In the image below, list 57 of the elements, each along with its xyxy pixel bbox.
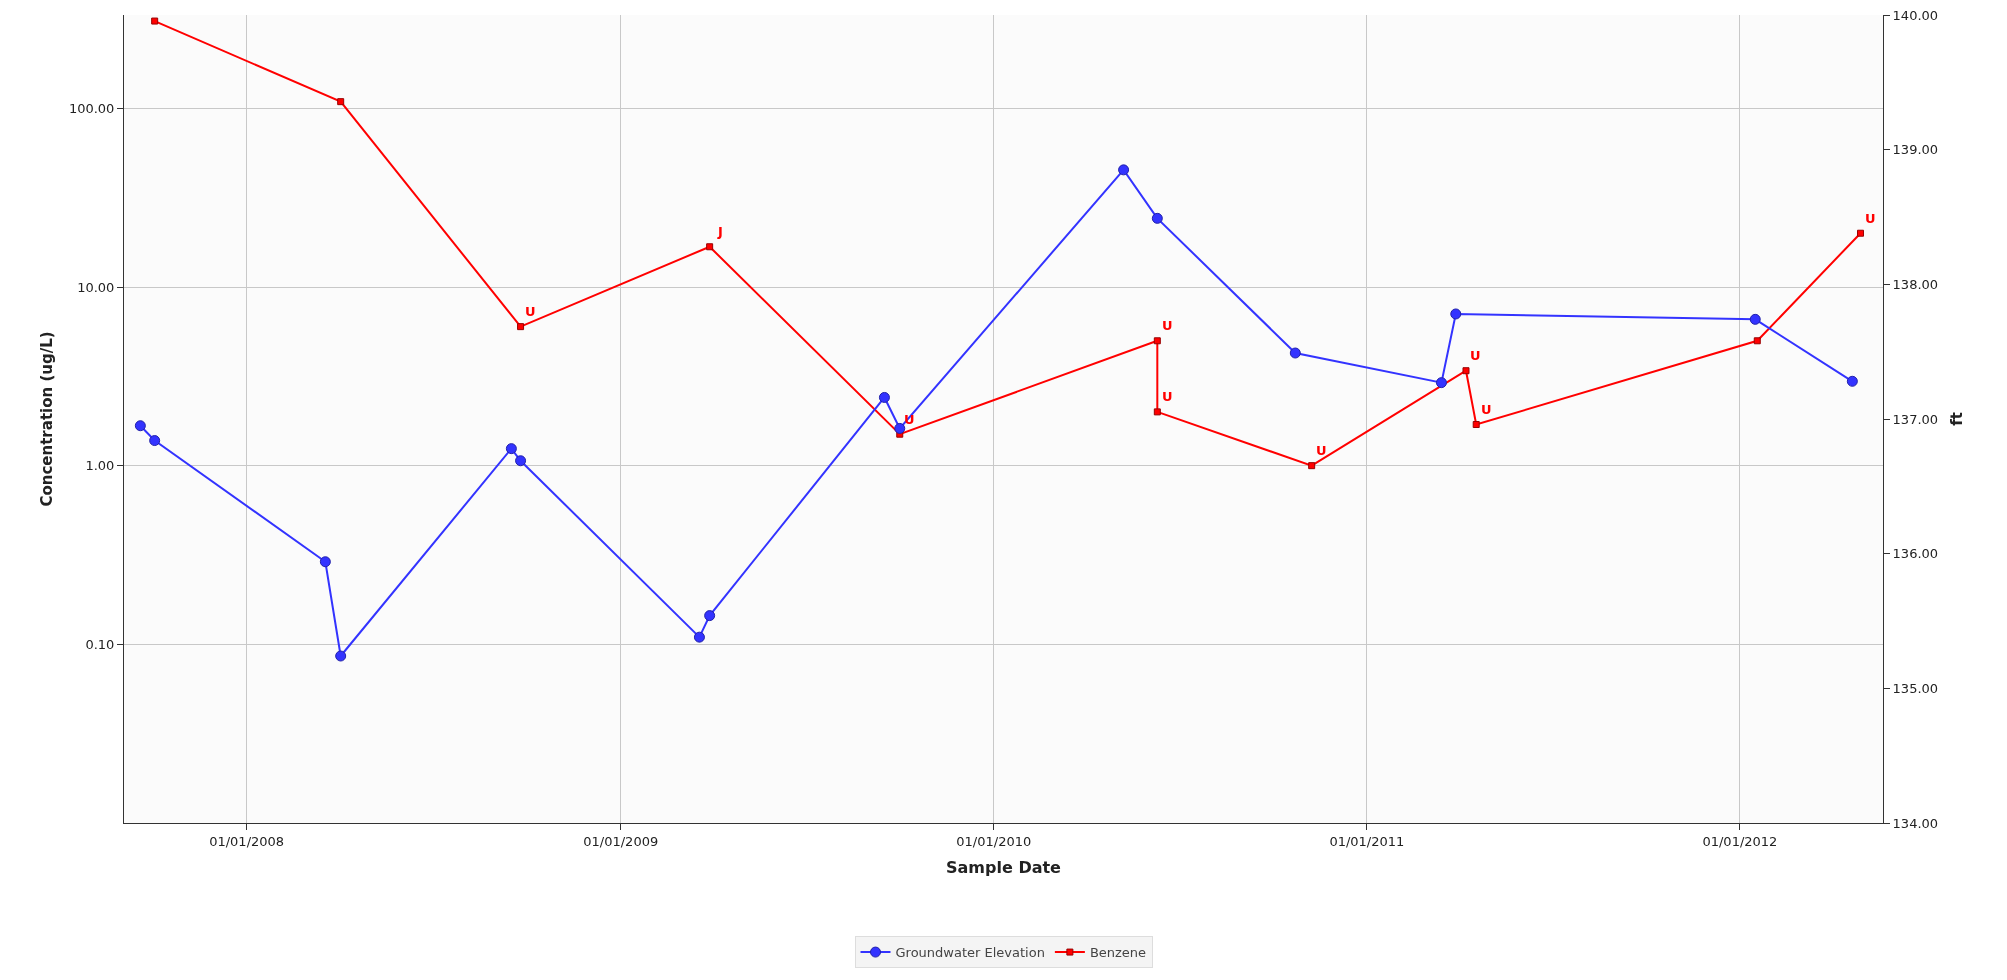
annotation: U [1316, 443, 1327, 458]
y-tick-label: 1.00 [85, 458, 115, 474]
point [1846, 375, 1858, 387]
y2-tick-label: 140.00 [1892, 7, 1939, 23]
annotation: J [717, 224, 723, 239]
point [1472, 421, 1480, 428]
x-tick-label: 01/01/2011 [1329, 833, 1405, 849]
y-tick-label: 0.10 [85, 636, 115, 652]
point [1450, 308, 1462, 320]
point [1749, 313, 1761, 325]
point [693, 631, 705, 643]
point [1435, 377, 1447, 389]
annotation: U [1162, 389, 1173, 404]
legend-label: Benzene [1089, 945, 1147, 961]
point [335, 650, 347, 662]
point [878, 391, 890, 403]
point [1153, 337, 1161, 345]
point [134, 420, 146, 432]
y-tick-label: 100.00 [68, 100, 115, 116]
point [1857, 229, 1865, 237]
point [515, 455, 527, 467]
x-tick-label: 01/01/2010 [956, 833, 1032, 849]
point [1118, 164, 1130, 176]
y-axis-title: Concentration (ug/L) [38, 331, 57, 507]
x-tick-label: 01/01/2012 [1702, 833, 1778, 849]
annotation: U [1162, 318, 1173, 333]
point [1753, 337, 1761, 345]
point [706, 243, 714, 251]
point [704, 610, 716, 622]
point [1308, 462, 1316, 470]
y2-tick-label: 137.00 [1892, 411, 1939, 427]
x-tick-label: 01/01/2008 [209, 833, 285, 849]
point [1153, 408, 1161, 416]
point [1289, 347, 1301, 359]
point [505, 443, 517, 455]
point [151, 17, 159, 25]
point [1151, 212, 1163, 224]
point [337, 98, 345, 106]
y-tick-label: 10.00 [77, 279, 115, 295]
y2-tick-label: 139.00 [1892, 142, 1939, 158]
y2-tick-label: 135.00 [1892, 680, 1939, 696]
point [894, 422, 906, 434]
point [319, 556, 331, 568]
x-axis-title: Sample Date [946, 858, 1062, 878]
point [1462, 367, 1470, 375]
annotation: U [1481, 402, 1492, 417]
x-tick-label: 01/01/2009 [583, 833, 659, 849]
legend-label: Groundwater Elevation [895, 945, 1045, 961]
annotation: U [1470, 348, 1481, 363]
annotation: U [525, 304, 536, 319]
point [149, 435, 161, 447]
y2-tick-label: 134.00 [1892, 815, 1939, 831]
annotation: U [1865, 211, 1876, 226]
y2-tick-label: 138.00 [1892, 276, 1939, 292]
y2-tick-label: 136.00 [1892, 546, 1939, 562]
point [517, 323, 525, 331]
y2-axis-title: ft [1948, 412, 1967, 426]
